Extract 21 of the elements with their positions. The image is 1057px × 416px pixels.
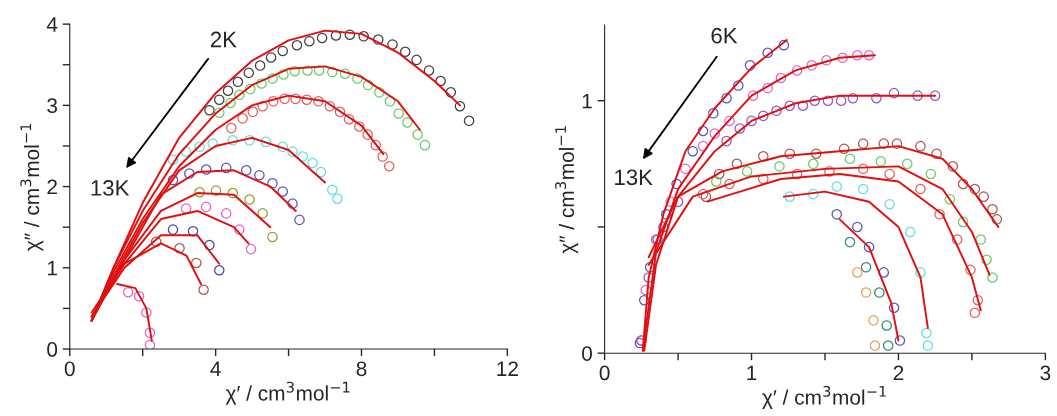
- x-tick-label: 0: [64, 361, 75, 377]
- y-tick-label: 1: [47, 261, 57, 276]
- y-tick-label: 0: [47, 342, 58, 357]
- x-tick-label: 4: [210, 361, 221, 376]
- x-tick-label: 0: [599, 365, 610, 381]
- x-axis-title: χ′ / cm$^{3}$mol$^{−1}$: [225, 381, 350, 405]
- x-tick-label: 1: [747, 365, 757, 381]
- x-tick-label: 2: [893, 365, 904, 381]
- annotation: 13K: [91, 180, 130, 196]
- x-axis-title: χ′ / cm$^{3}$mol$^{−1}$: [762, 385, 886, 409]
- annotation: 2K: [210, 31, 237, 48]
- y-tick-label: 4: [46, 17, 58, 32]
- x-tick-label: 3: [1040, 365, 1051, 381]
- y-tick-label: 2: [47, 179, 57, 195]
- annotation: 6K: [711, 27, 738, 44]
- annotation: 13K: [615, 169, 653, 186]
- y-tick-label: 3: [47, 98, 58, 114]
- y-axis-title: χ″ / cm$^{3}$mol$^{−1}$: [555, 126, 579, 254]
- x-tick-label: 12: [497, 361, 518, 376]
- x-tick-label: 8: [356, 361, 367, 377]
- y-axis-title: χ″ / cm$^{3}$mol$^{−1}$: [20, 123, 44, 252]
